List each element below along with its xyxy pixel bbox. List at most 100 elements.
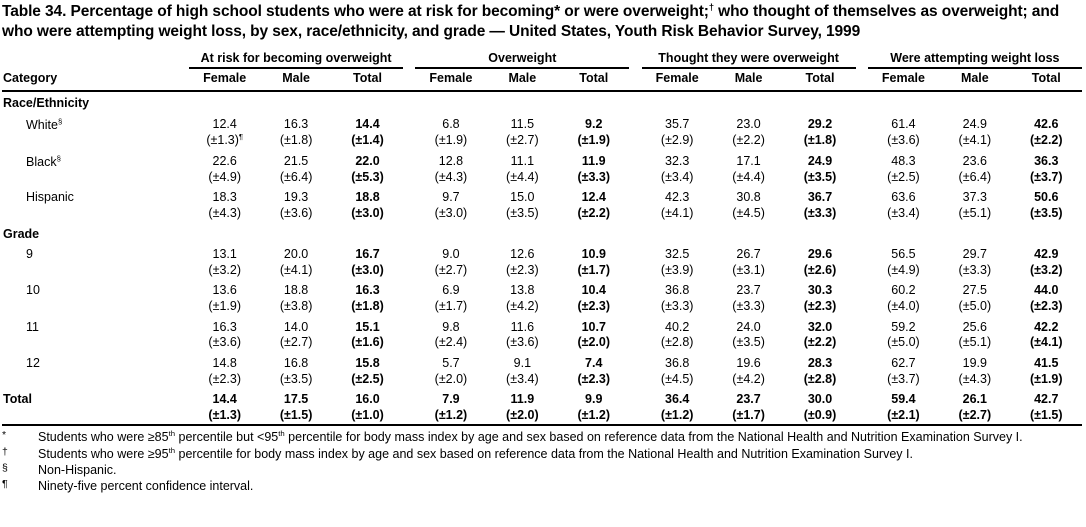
cell-value: 10.7: [581, 319, 606, 334]
cell-ci: (±3.5): [279, 371, 313, 386]
cell-value: 40.2: [665, 319, 690, 334]
cell-ci: (±2.6): [803, 262, 837, 277]
cell-ci: (±3.9): [660, 262, 694, 277]
table-title: Table 34. Percentage of high school stud…: [2, 2, 1060, 40]
column-spacer: [629, 408, 641, 426]
cell-ci: (±4.3): [958, 371, 992, 386]
cell-value: 32.0: [807, 319, 833, 334]
row-label: Hispanic: [26, 190, 74, 205]
cell-value: 36.8: [665, 283, 690, 298]
column-spacer: [629, 243, 641, 263]
cell-value: 22.0: [355, 154, 380, 169]
column-spacer: [856, 279, 868, 299]
cell-ci: (±3.4): [506, 371, 539, 386]
cell-value: 59.2: [891, 319, 916, 334]
cell-ci: (±3.6): [279, 205, 313, 220]
cell-value: 13.6: [212, 283, 237, 298]
cell-value: 9.9: [585, 392, 603, 407]
cell-ci: (±2.5): [351, 371, 384, 386]
column-header-category: Category: [2, 49, 190, 93]
cell-ci: (±3.0): [351, 205, 384, 220]
cell-ci: (±2.8): [803, 371, 837, 386]
table-row-ci: (±1.9) (±3.8) (±1.8) (±1.7) (±4.2) (±2.3) (±3.…: [2, 299, 1082, 316]
column-spacer: [629, 68, 642, 93]
cell-value: 12.4: [581, 190, 606, 205]
row-label: 11: [26, 319, 39, 334]
cell-ci: (±3.7): [1029, 169, 1063, 184]
cell-value: 19.3: [283, 190, 309, 205]
cell-ci: (±3.2): [208, 262, 241, 277]
column-group-header: At risk for becoming overweight: [189, 49, 404, 70]
cell-ci: (±2.0): [577, 335, 611, 350]
section-row: Grade: [2, 223, 1082, 244]
cell-ci: (±4.2): [732, 371, 765, 386]
column-spacer: [403, 352, 415, 372]
cell-ci: (±5.3): [351, 169, 384, 184]
cell-value: 32.5: [665, 247, 690, 262]
column-subheader-male: Male: [939, 68, 1011, 93]
column-spacer: [856, 206, 868, 223]
column-spacer: [629, 150, 641, 170]
table-row-ci: (±3.2) (±4.1) (±3.0) (±2.7) (±2.3) (±1.7) (±3.…: [2, 263, 1082, 280]
cell-ci: (±1.9): [1029, 371, 1063, 386]
cell-ci: (±4.3): [434, 169, 468, 184]
cell-ci: (±3.3): [577, 169, 611, 184]
table-row-ci: (±4.3) (±3.6) (±3.0) (±3.0) (±3.5) (±2.2) (±4.…: [2, 206, 1082, 223]
cell-value: 29.7: [962, 247, 987, 262]
cell-value: 9.7: [442, 190, 460, 205]
cell-ci: (±3.3): [958, 262, 992, 277]
cell-value: 15.8: [355, 355, 380, 370]
cell-value: 19.9: [962, 355, 987, 370]
cell-ci: (±2.3): [1029, 299, 1063, 314]
cell-value: 24.9: [807, 154, 833, 169]
column-spacer: [629, 186, 641, 206]
column-spacer: [856, 316, 868, 336]
cell-ci: (±1.9): [208, 299, 241, 314]
cell-value: 21.5: [283, 154, 309, 169]
cell-ci: (±5.0): [958, 299, 992, 314]
cell-value: 19.6: [736, 355, 761, 370]
cell-value: 14.0: [283, 319, 309, 334]
cell-ci: (±3.1): [732, 262, 765, 277]
table-row-ci: (±1.3)¶ (±1.8) (±1.4) (±1.9) (±2.7) (±1.9) (±2…: [2, 132, 1082, 150]
column-spacer: [403, 243, 415, 263]
cell-value: 50.6: [1034, 190, 1059, 205]
cell-value: 18.3: [212, 190, 237, 205]
cell-value: 62.7: [891, 355, 916, 370]
table-row: Total 14.4 17.5 16.0 7.9 11.9 9.9 36.4 23.7 30.0 5…: [2, 388, 1082, 408]
column-spacer: [403, 335, 415, 352]
cell-ci: (±0.9): [803, 407, 837, 422]
column-spacer: [629, 316, 641, 336]
column-spacer: [629, 50, 641, 69]
footnote-marker: ¶: [2, 477, 8, 490]
footnote-marker: §: [2, 461, 8, 474]
column-spacer: [403, 279, 415, 299]
cell-value: 16.8: [283, 355, 309, 370]
cell-ci: (±2.7): [434, 262, 468, 277]
column-spacer: [403, 263, 415, 280]
cell-value: 26.7: [736, 247, 761, 262]
cell-ci: (±2.0): [506, 407, 539, 422]
cell-value: 23.7: [736, 283, 761, 298]
cell-ci: (±1.0): [351, 407, 384, 422]
cell-value: 10.4: [581, 283, 606, 298]
column-spacer: [403, 186, 415, 206]
table-row-ci: (±2.3) (±3.5) (±2.5) (±2.0) (±3.4) (±2.3) (±4.…: [2, 372, 1082, 389]
cell-value: 9.8: [442, 319, 460, 334]
cell-value: 15.0: [510, 190, 535, 205]
cell-ci: (±4.9): [208, 169, 241, 184]
cell-value: 42.9: [1034, 247, 1059, 262]
table-row: 12 14.8 16.8 15.8 5.7 9.1 7.4 36.8 19.6 28.3 62.7 1…: [2, 352, 1082, 372]
cell-value: 9.1: [513, 355, 532, 370]
cell-value: 60.2: [891, 283, 916, 298]
column-spacer: [629, 206, 641, 223]
cell-value: 15.1: [355, 319, 380, 334]
cell-value: 11.1: [510, 154, 535, 169]
row-label: 12: [26, 355, 40, 370]
cell-ci: (±3.6): [506, 335, 539, 350]
cell-value: 42.2: [1034, 319, 1059, 334]
column-spacer: [629, 335, 641, 352]
row-label: White§: [26, 116, 63, 132]
column-group-header: Were attempting weight loss: [867, 49, 1082, 70]
cell-ci: (±4.1): [1029, 335, 1063, 350]
